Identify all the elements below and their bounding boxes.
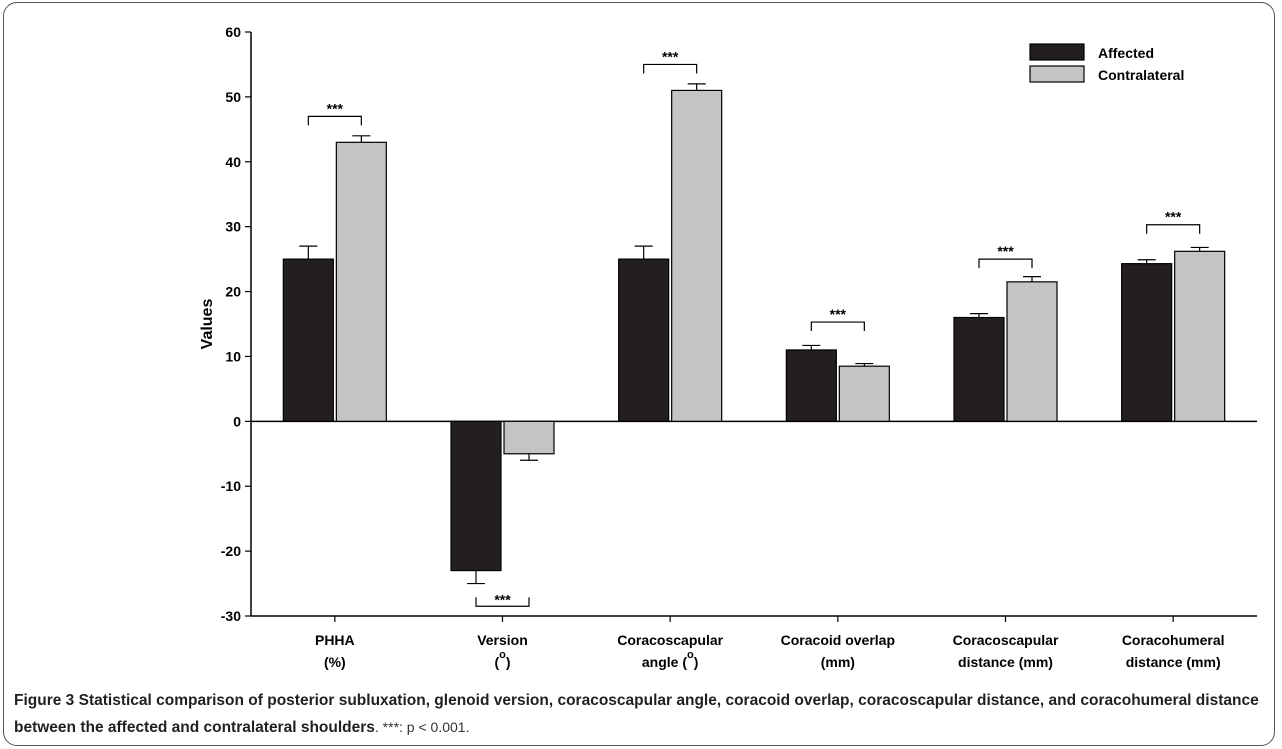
bar-contralateral (503, 420, 555, 455)
x-tick-label: angle (o) (642, 649, 699, 670)
bar-affected (785, 349, 837, 422)
bar-contralateral (671, 89, 723, 422)
y-tick-label: 10 (225, 348, 241, 364)
y-tick-label: -20 (221, 543, 241, 559)
legend-swatch-affected (1029, 43, 1085, 61)
y-tick-label: 20 (225, 284, 241, 300)
significance-label: *** (327, 100, 344, 116)
significance-label: *** (662, 48, 679, 64)
y-tick-label: -10 (221, 478, 241, 494)
y-tick-label: 50 (225, 89, 241, 105)
x-tick-label: Coracoscapular (617, 632, 723, 648)
bar-contralateral (335, 141, 387, 422)
significance-label: *** (1165, 209, 1182, 225)
x-tick-label: distance (mm) (1126, 654, 1221, 670)
bar-chart: -30 -20 -10 0 10 20 30 40 50 60 Values *** PHHA (%) **… (199, 24, 1257, 670)
caption-label: Figure 3 (14, 692, 75, 709)
legend-swatch-contralateral (1029, 65, 1085, 83)
caption-note: . ***: p < 0.001. (374, 719, 470, 735)
x-tick-label: (o) (494, 649, 510, 670)
bar-affected (282, 258, 334, 422)
significance-label: *** (494, 591, 511, 607)
x-tick-label: Coracoid overlap (781, 632, 895, 648)
x-tick-label: Coracohumeral (1122, 632, 1225, 648)
x-tick-label: Coracoscapular (953, 632, 1059, 648)
bar-contralateral (838, 365, 890, 422)
significance-label: *** (830, 306, 847, 322)
y-axis-label: Values (199, 299, 216, 350)
x-tick-label: (%) (324, 654, 346, 670)
bar-contralateral (1174, 250, 1226, 422)
bar-contralateral (1006, 281, 1058, 422)
y-tick-label: 0 (233, 413, 241, 429)
legend-label: Affected (1098, 45, 1154, 61)
bar-affected (1121, 263, 1173, 422)
y-tick-label: 40 (225, 154, 241, 170)
bar-affected (618, 258, 670, 422)
significance-label: *** (997, 243, 1014, 259)
x-tick-label: Version (477, 632, 528, 648)
x-tick-label: distance (mm) (958, 654, 1053, 670)
significance-bracket (307, 115, 362, 126)
y-tick-label: 30 (225, 219, 241, 235)
y-tick-label: 60 (225, 24, 241, 40)
legend-label: Contralateral (1098, 67, 1184, 83)
significance-bracket (1146, 224, 1201, 234)
x-tick-label: PHHA (315, 632, 355, 648)
x-tick-label: (mm) (821, 654, 855, 670)
significance-bracket (643, 63, 698, 74)
significance-bracket (810, 321, 865, 332)
bar-affected (450, 420, 502, 572)
y-tick-label: -30 (221, 608, 241, 624)
caption-text: Statistical comparison of posterior subl… (14, 692, 1259, 736)
significance-bracket (475, 597, 530, 607)
figure-caption: Figure 3 Statistical comparison of poste… (14, 688, 1270, 741)
bar-affected (953, 316, 1005, 422)
figure-frame (3, 2, 1275, 746)
significance-bracket (978, 258, 1033, 269)
